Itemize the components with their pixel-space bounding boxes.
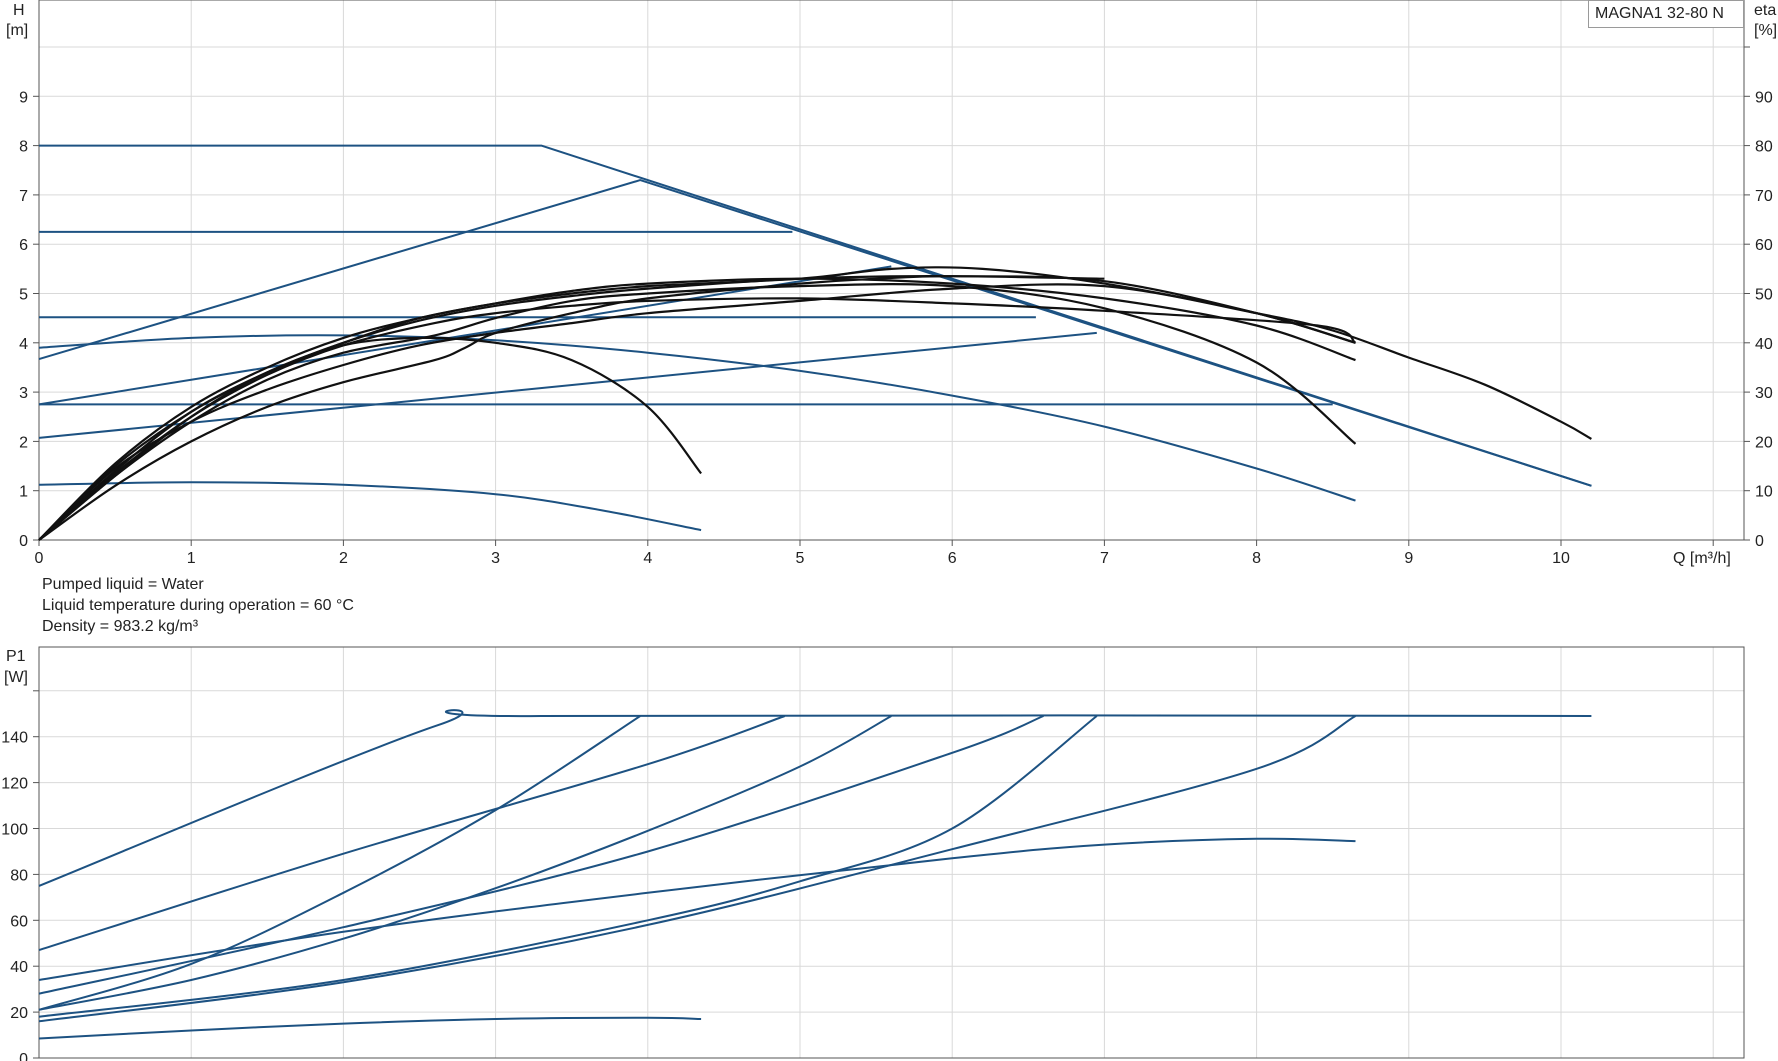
head-y-tick-label: 3 — [19, 385, 28, 402]
head-y-tick-label: 4 — [19, 336, 28, 353]
head-x-tick-label: 6 — [948, 550, 957, 567]
power-series-curve-9 — [38, 1016, 702, 1040]
head-y-tick-label: 5 — [19, 287, 28, 304]
head-series-efficiency-curve-17 — [38, 275, 1105, 541]
head-series-efficiency-curve-10 — [38, 283, 1592, 541]
head-series-efficiency-curve-15 — [38, 283, 1357, 541]
head-series-curve-7 — [38, 331, 1097, 439]
eta-y-tick-label: 10 — [1755, 484, 1773, 501]
power-chart: 0 20 40 60 80 100 120 140 P1 [W] — [1, 646, 1745, 1061]
head-series-curve-1 — [39, 144, 1592, 487]
power-series-curve-3 — [38, 715, 786, 952]
power-y-tick-label: 40 — [10, 959, 28, 976]
power-y-tick-label: 0 — [19, 1051, 28, 1061]
eta-y-tick-label: 20 — [1755, 434, 1773, 451]
head-x-tick-label: 2 — [339, 550, 348, 567]
head-y-tick-label: 0 — [19, 533, 28, 550]
power-grid — [38, 647, 1744, 1059]
head-y-tick-label: 6 — [19, 237, 28, 254]
head-y-axis-title-line2: [m] — [6, 22, 28, 39]
head-series-group — [38, 144, 1592, 541]
head-series-curve-8 — [38, 334, 1356, 502]
eta-y-axis-title-line1: eta — [1754, 2, 1776, 19]
liquid-info-pumped-liquid: Pumped liquid = Water — [42, 576, 204, 593]
eta-y-tick-label: 50 — [1755, 287, 1773, 304]
liquid-info-density: Density = 983.2 kg/m³ — [42, 618, 199, 635]
head-y-axis-title-line1: H — [13, 2, 25, 19]
head-y-tick-label: 2 — [19, 434, 28, 451]
power-y-tick-label: 100 — [1, 822, 28, 839]
head-x-axis-title: Q [m³/h] — [1673, 550, 1731, 567]
eta-y-tick-label: 70 — [1755, 188, 1773, 205]
head-y-tick-label: 7 — [19, 188, 28, 205]
eta-y-tick-label: 30 — [1755, 385, 1773, 402]
power-series-curve-5 — [38, 715, 1044, 995]
power-plot-frame — [38, 646, 1745, 1059]
head-x-tick-label: 8 — [1252, 550, 1261, 567]
power-y-tick-label: 140 — [1, 730, 28, 747]
head-x-tick-label: 9 — [1404, 550, 1413, 567]
power-tick-labels: 0 20 40 60 80 100 120 140 — [1, 690, 39, 1061]
head-series-curve-9 — [38, 481, 702, 532]
pump-model-label: MAGNA1 32-80 N — [1588, 0, 1744, 28]
head-series-efficiency-curve-12 — [38, 266, 1356, 541]
power-y-tick-label: 120 — [1, 776, 28, 793]
eta-y-axis-title-line2: [%] — [1754, 22, 1777, 39]
head-x-tick-label: 0 — [35, 550, 44, 567]
head-x-tick-label: 5 — [796, 550, 805, 567]
head-y-tick-label: 8 — [19, 139, 28, 156]
head-series-curve-6 — [38, 265, 892, 406]
liquid-info-temperature: Liquid temperature during operation = 60… — [42, 597, 354, 614]
power-y-tick-label: 20 — [10, 1005, 28, 1022]
head-grid — [38, 0, 1744, 541]
power-series-curve-8 — [38, 837, 1356, 981]
head-x-tick-label: 7 — [1100, 550, 1109, 567]
eta-y-tick-label: 60 — [1755, 237, 1773, 254]
power-y-tick-label: 80 — [10, 867, 28, 884]
head-series-efficiency-curve-16 — [38, 336, 702, 541]
head-x-tick-label: 4 — [643, 550, 652, 567]
eta-y-tick-label: 40 — [1755, 336, 1773, 353]
head-y-tick-label: 9 — [19, 89, 28, 106]
eta-y-tick-label: 0 — [1755, 533, 1764, 550]
power-y-tick-label: 60 — [10, 913, 28, 930]
power-series-curve-7 — [38, 715, 1356, 1023]
head-series-efficiency-curve-13 — [38, 275, 1356, 541]
head-x-tick-label: 10 — [1552, 550, 1570, 567]
power-y-axis-title-line2: [W] — [4, 669, 28, 686]
power-y-axis-title-line1: P1 — [6, 648, 26, 665]
head-series-curve-2 — [38, 179, 1592, 487]
power-series-curve-2 — [38, 715, 641, 1011]
liquid-info: Pumped liquid = Water Liquid temperature… — [42, 574, 354, 637]
power-series-curve-1 — [38, 709, 1592, 887]
power-series-curve-4 — [38, 715, 892, 1011]
power-series-curve-6 — [38, 715, 1098, 1018]
eta-y-tick-label: 80 — [1755, 139, 1773, 156]
eta-y-tick-label: 90 — [1755, 89, 1773, 106]
head-x-tick-label: 1 — [187, 550, 196, 567]
head-x-tick-label: 3 — [491, 550, 500, 567]
head-plot-frame — [38, 0, 1745, 541]
power-series-group — [38, 709, 1592, 1040]
head-y-tick-label: 1 — [19, 484, 28, 501]
